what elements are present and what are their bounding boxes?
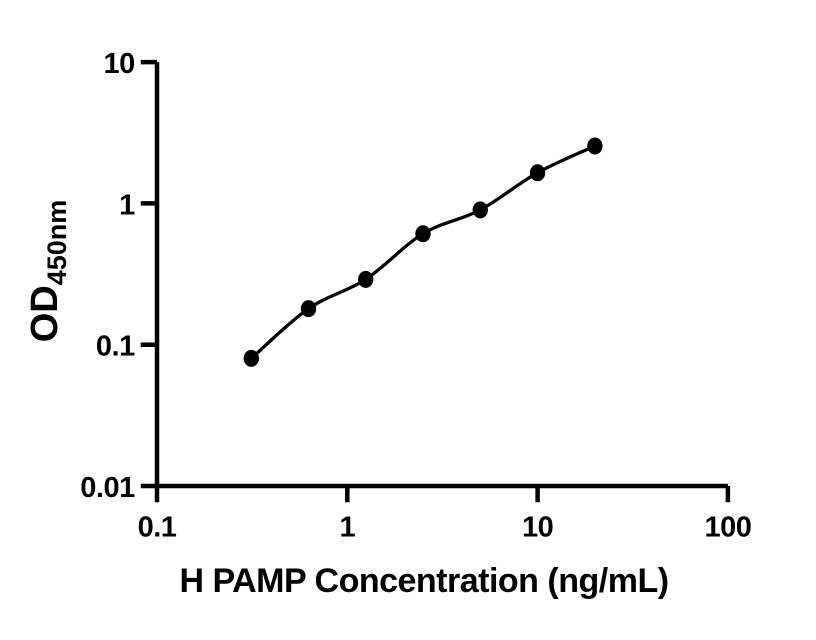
series-group bbox=[243, 137, 603, 367]
x-tick-label: 1 bbox=[339, 511, 355, 543]
y-tick-label: 10 bbox=[103, 48, 134, 80]
x-tick-label: 0.1 bbox=[138, 511, 177, 543]
data-point bbox=[415, 225, 431, 243]
x-tick-label: 100 bbox=[704, 511, 751, 543]
y-tick-label: 1 bbox=[119, 189, 135, 221]
axes-group bbox=[140, 59, 731, 503]
data-point bbox=[358, 270, 374, 288]
x-tick-label: 10 bbox=[522, 511, 553, 543]
x-axis-title: H PAMP Concentration (ng/mL) bbox=[179, 562, 668, 600]
data-point bbox=[300, 300, 317, 318]
y-tick-label: 0.01 bbox=[80, 472, 135, 504]
y-axis-title-sub: 450nm bbox=[42, 200, 72, 286]
y-axis-title: OD450nm bbox=[24, 200, 72, 343]
data-point bbox=[243, 349, 259, 367]
data-point bbox=[472, 201, 488, 219]
data-point bbox=[587, 137, 603, 155]
y-axis-title-main: OD bbox=[24, 285, 66, 342]
data-point bbox=[529, 164, 546, 182]
y-tick-label: 0.1 bbox=[96, 331, 135, 363]
